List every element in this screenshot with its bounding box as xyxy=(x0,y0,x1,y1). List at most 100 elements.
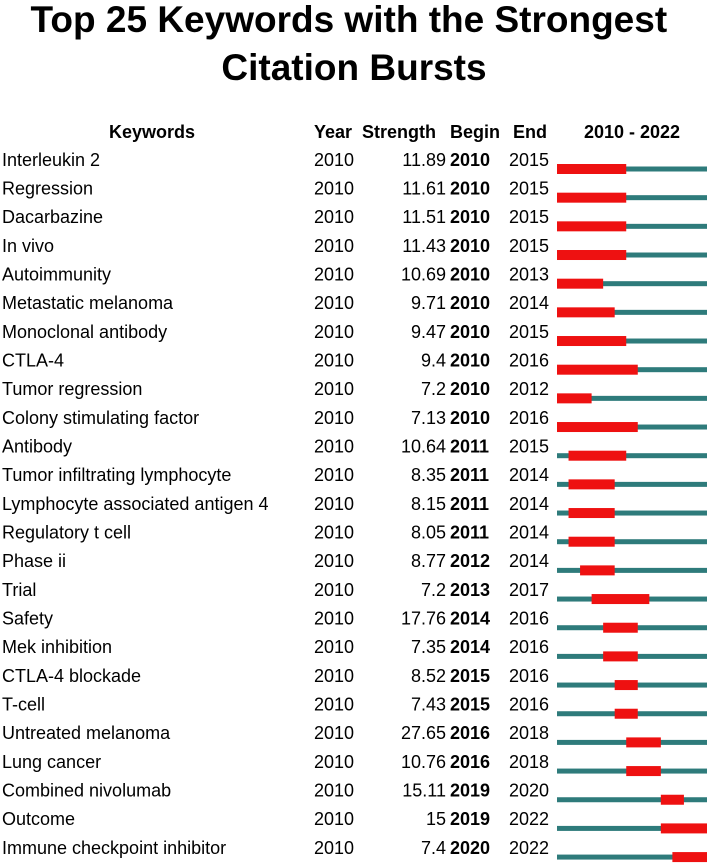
strength: 9.47 xyxy=(411,322,446,342)
timeline-base xyxy=(557,510,707,516)
end: 2015 xyxy=(509,236,549,256)
strength: 27.65 xyxy=(401,723,446,743)
burst-bar xyxy=(557,164,627,174)
strength: 9.71 xyxy=(411,293,446,313)
year: 2010 xyxy=(314,150,354,170)
year: 2010 xyxy=(314,809,354,829)
burst-bar xyxy=(568,508,615,519)
begin: 2016 xyxy=(450,723,490,743)
strength: 11.43 xyxy=(402,236,446,256)
year: 2010 xyxy=(314,436,354,456)
column-header: Strength xyxy=(362,122,436,142)
year: 2010 xyxy=(314,293,354,313)
strength: 10.76 xyxy=(401,752,446,772)
burst-bar xyxy=(557,393,592,404)
keyword: Monoclonal antibody xyxy=(2,322,167,342)
keyword: Tumor regression xyxy=(2,379,142,399)
begin: 2010 xyxy=(450,379,490,399)
strength: 8.52 xyxy=(411,666,446,686)
strength: 8.77 xyxy=(411,551,446,571)
end: 2015 xyxy=(509,322,549,342)
end: 2015 xyxy=(509,436,549,456)
end: 2014 xyxy=(509,465,549,485)
burst-bar xyxy=(614,680,638,691)
year: 2010 xyxy=(314,178,354,198)
timeline-base xyxy=(557,481,707,487)
end: 2016 xyxy=(509,408,549,428)
keyword: Tumor infiltrating lymphocyte xyxy=(2,465,231,485)
end: 2022 xyxy=(509,809,549,829)
begin: 2010 xyxy=(450,150,490,170)
begin: 2011 xyxy=(450,522,489,542)
burst-bar xyxy=(557,250,627,261)
column-header: Year xyxy=(314,122,352,142)
end: 2016 xyxy=(509,637,549,657)
end: 2015 xyxy=(509,150,549,170)
end: 2017 xyxy=(509,580,549,600)
year: 2010 xyxy=(314,666,354,686)
end: 2014 xyxy=(509,494,549,514)
keyword: Outcome xyxy=(2,809,75,829)
keyword: Safety xyxy=(2,608,53,628)
timeline-base xyxy=(557,395,707,401)
keyword: Lung cancer xyxy=(2,752,101,772)
year: 2010 xyxy=(314,408,354,428)
burst-bar xyxy=(568,479,615,490)
timeline-base xyxy=(557,567,707,573)
timeline-base xyxy=(557,281,707,287)
strength: 7.4 xyxy=(421,838,446,858)
burst-bar xyxy=(626,766,661,777)
year: 2010 xyxy=(314,838,354,858)
timeline-base xyxy=(557,539,707,545)
begin: 2014 xyxy=(450,608,490,628)
year: 2010 xyxy=(314,723,354,743)
timeline-header: 2010 - 2022 xyxy=(584,122,680,142)
strength: 7.13 xyxy=(411,408,446,428)
begin: 2010 xyxy=(450,322,490,342)
year: 2010 xyxy=(314,608,354,628)
year: 2010 xyxy=(314,236,354,256)
burst-bar xyxy=(626,737,661,748)
keyword: Untreated melanoma xyxy=(2,723,171,743)
strength: 7.2 xyxy=(421,580,446,600)
burst-bar xyxy=(557,336,627,347)
timeline-base xyxy=(557,195,707,201)
begin: 2019 xyxy=(450,780,490,800)
chart-title: Top 25 Keywords with the Strongest Citat… xyxy=(31,0,678,88)
timeline-base xyxy=(557,453,707,459)
begin: 2010 xyxy=(450,264,490,284)
keyword: CTLA-4 xyxy=(2,350,64,370)
keyword: Phase ii xyxy=(2,551,66,571)
burst-bar xyxy=(591,594,650,605)
burst-bar xyxy=(557,278,604,289)
begin: 2010 xyxy=(450,207,490,227)
begin: 2010 xyxy=(450,178,490,198)
column-header: Begin xyxy=(450,122,500,142)
burst-bar xyxy=(580,565,615,576)
burst-bar xyxy=(660,823,707,834)
keyword: CTLA-4 blockade xyxy=(2,666,141,686)
strength: 17.76 xyxy=(401,608,446,628)
burst-bar xyxy=(614,708,638,719)
strength: 7.2 xyxy=(421,379,446,399)
end: 2015 xyxy=(509,178,549,198)
year: 2010 xyxy=(314,780,354,800)
year: 2010 xyxy=(314,350,354,370)
begin: 2011 xyxy=(450,494,489,514)
burst-bar xyxy=(660,794,684,805)
begin: 2015 xyxy=(450,694,490,714)
end: 2016 xyxy=(509,350,549,370)
year: 2010 xyxy=(314,694,354,714)
keyword: Lymphocyte associated antigen 4 xyxy=(2,494,269,514)
begin: 2011 xyxy=(450,436,489,456)
keyword: Regression xyxy=(2,178,93,198)
column-header: Keywords xyxy=(109,122,195,142)
end: 2022 xyxy=(509,838,549,858)
burst-bar xyxy=(557,221,627,232)
end: 2018 xyxy=(509,723,549,743)
year: 2010 xyxy=(314,379,354,399)
end: 2013 xyxy=(509,264,549,284)
begin: 2010 xyxy=(450,236,490,256)
keyword: Autoimmunity xyxy=(2,264,111,284)
timeline-base xyxy=(557,854,707,860)
